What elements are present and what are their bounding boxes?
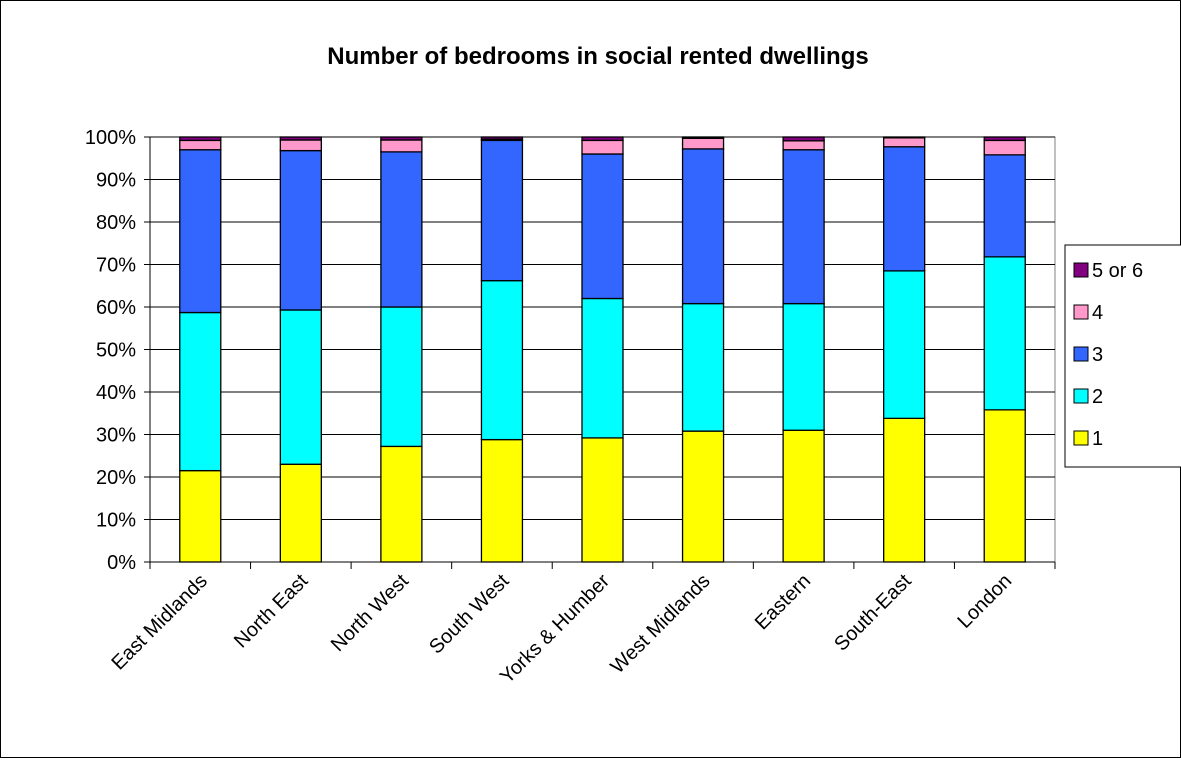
y-tick-label: 60% (96, 297, 136, 319)
y-tick-label: 90% (96, 170, 136, 192)
bar-segment-5-or-6 (380, 136, 423, 141)
bar-segment-5-or-6 (179, 136, 222, 142)
legend-label: 5 or 6 (1092, 260, 1143, 282)
legend-swatch (1073, 346, 1089, 362)
y-tick-label: 20% (96, 467, 136, 489)
bar-segment-5-or-6 (480, 136, 524, 140)
bar-segment-3 (782, 149, 825, 305)
bar-segment-4 (380, 139, 423, 153)
bar-segment-3 (883, 146, 926, 272)
plot-area: 0%10%20%30%40%50%60%70%80%90%100%East Mi… (85, 127, 1056, 688)
chart-title: Number of bedrooms in social rented dwel… (327, 43, 868, 70)
bar-segment-5-or-6 (782, 136, 825, 142)
bar-segment-2 (983, 256, 1026, 411)
bar-segment-3 (179, 149, 222, 314)
bar-segment-1 (380, 445, 423, 563)
y-tick-label: 50% (96, 340, 136, 362)
bar-segment-1 (179, 469, 222, 563)
legend-label: 1 (1092, 428, 1103, 450)
y-tick-label: 70% (96, 255, 136, 277)
bar-segment-3 (983, 154, 1026, 258)
bar-segment-4 (782, 140, 825, 151)
bar-segment-5-or-6 (681, 136, 725, 139)
bar-segment-5-or-6 (883, 136, 926, 139)
y-tick-label: 10% (96, 510, 136, 532)
bar-segment-3 (681, 148, 725, 305)
bar-segment-2 (681, 302, 725, 432)
bar-segment-1 (279, 463, 322, 563)
y-tick-label: 30% (96, 425, 136, 447)
bar-segment-4 (883, 137, 926, 148)
bar-segment-1 (782, 429, 825, 563)
y-tick-label: 0% (107, 552, 136, 574)
bar-segment-1 (883, 417, 926, 563)
bar-segment-2 (380, 306, 423, 448)
legend-swatch (1073, 388, 1089, 404)
legend-label: 3 (1092, 344, 1103, 366)
bar-segment-5-or-6 (581, 136, 624, 142)
y-tick-label: 80% (96, 212, 136, 234)
legend-label: 4 (1092, 302, 1103, 324)
bar-segment-5-or-6 (279, 136, 322, 141)
bar-segment-4 (681, 137, 725, 150)
bar-segment-4 (279, 139, 322, 152)
bar-segment-2 (581, 297, 624, 439)
y-tick-label: 100% (85, 127, 136, 149)
bar-segment-4 (179, 139, 222, 151)
bar-segment-3 (279, 149, 322, 311)
bar-segment-2 (883, 270, 926, 420)
y-tick-label: 40% (96, 382, 136, 404)
legend-swatch (1073, 304, 1089, 320)
legend: 5 or 6 4 3 2 1 (1064, 244, 1181, 468)
bar-segment-5-or-6 (983, 136, 1026, 142)
legend-swatch (1073, 430, 1089, 446)
bar-segment-1 (581, 437, 624, 563)
bar-segment-4 (983, 139, 1026, 156)
bar-segment-2 (279, 309, 322, 465)
bar-segment-1 (480, 438, 524, 563)
bar-segment-2 (480, 279, 524, 441)
bar-segment-1 (681, 430, 725, 563)
bar-segment-3 (380, 151, 423, 308)
bar-segment-4 (581, 139, 624, 155)
bar-segment-2 (179, 311, 222, 472)
legend-label: 2 (1092, 386, 1103, 408)
bar-segment-2 (782, 302, 825, 431)
bar-segment-3 (581, 153, 624, 300)
legend-swatch (1073, 262, 1089, 278)
bar-segment-1 (983, 409, 1026, 563)
bar-segment-3 (480, 139, 524, 282)
